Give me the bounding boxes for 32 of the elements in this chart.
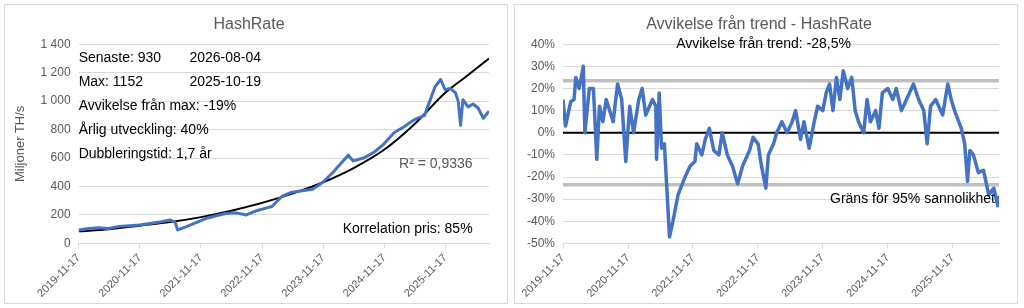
- y-tick-label: 10%: [530, 102, 556, 117]
- annotation: Senaste: 930: [78, 49, 162, 66]
- ref-line-label: Gräns för 95% sannolikhet: [830, 189, 996, 206]
- y-tick-label: 1 000: [40, 93, 71, 108]
- y-tick-label: 400: [50, 178, 71, 193]
- annotation: Korrelation pris: 85%: [342, 220, 473, 237]
- y-tick-label: -20%: [527, 169, 556, 184]
- annotation: Årlig utveckling: 40%: [78, 120, 209, 137]
- annotation: Avvikelse från max: -19%: [78, 96, 237, 113]
- y-tick-label: -10%: [527, 147, 556, 162]
- y-tick-label: 1 400: [40, 36, 71, 51]
- y-tick-label: 800: [50, 121, 71, 136]
- annotation: R² = 0,9336: [399, 154, 473, 171]
- y-axis-title: Miljoner TH/s: [12, 105, 28, 182]
- chart-title: Avvikelse från trend - HashRate: [646, 15, 872, 33]
- y-tick-label: -30%: [527, 191, 556, 206]
- y-tick-label: 40%: [530, 36, 556, 51]
- y-tick-label: 0: [63, 235, 71, 250]
- chart-title: HashRate: [213, 15, 285, 33]
- annotation: Max: 1152: [78, 72, 144, 89]
- y-tick-label: -40%: [527, 213, 556, 228]
- y-tick-label: 20%: [530, 80, 556, 95]
- y-tick-label: 1 200: [40, 64, 71, 79]
- y-tick-label: -50%: [527, 235, 556, 250]
- y-tick-label: 30%: [530, 58, 556, 73]
- y-tick-label: 600: [50, 150, 71, 165]
- annotation: 2025-10-19: [189, 72, 262, 89]
- annotation: Dubbleringstid: 1,7 år: [78, 144, 213, 161]
- y-tick-label: 0%: [537, 125, 556, 140]
- annotation: Avvikelse från trend: -28,5%: [676, 35, 851, 52]
- y-tick-label: 200: [50, 207, 71, 222]
- annotation: 2026-08-04: [189, 49, 262, 66]
